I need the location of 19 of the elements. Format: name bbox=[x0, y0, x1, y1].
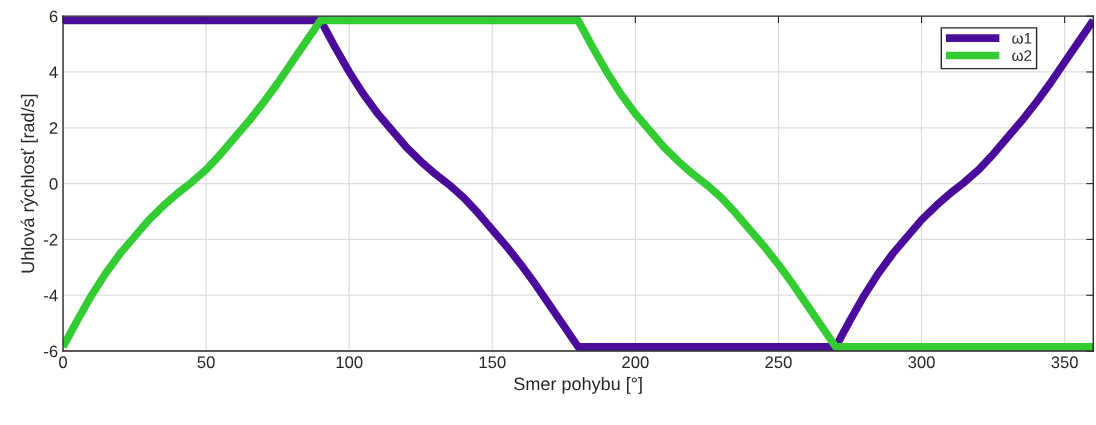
y-tick-label: -4 bbox=[44, 289, 58, 302]
y-tick-label: -2 bbox=[44, 233, 58, 246]
legend-label: ω2 bbox=[1012, 50, 1032, 61]
x-tick-label: 50 bbox=[197, 356, 215, 369]
x-tick-label: 300 bbox=[908, 356, 935, 369]
x-tick-label: 100 bbox=[336, 356, 363, 369]
x-axis-title: Smer pohybu [°] bbox=[514, 377, 642, 394]
y-tick-label: 4 bbox=[49, 66, 58, 79]
x-tick-label: 0 bbox=[59, 356, 67, 369]
y-tick-label: 0 bbox=[49, 178, 58, 190]
y-axis-title: Uhlová rýchlosť [rad/s] bbox=[20, 94, 38, 273]
y-tick-label: -6 bbox=[44, 345, 58, 358]
x-tick-label: 350 bbox=[1051, 356, 1078, 369]
y-tick-label: 6 bbox=[49, 10, 58, 23]
x-tick-label: 150 bbox=[479, 356, 506, 369]
y-tick-label: 2 bbox=[49, 122, 58, 134]
x-tick-label: 200 bbox=[622, 356, 649, 369]
legend-label: ω1 bbox=[1012, 33, 1032, 44]
x-tick-label: 250 bbox=[765, 356, 792, 369]
